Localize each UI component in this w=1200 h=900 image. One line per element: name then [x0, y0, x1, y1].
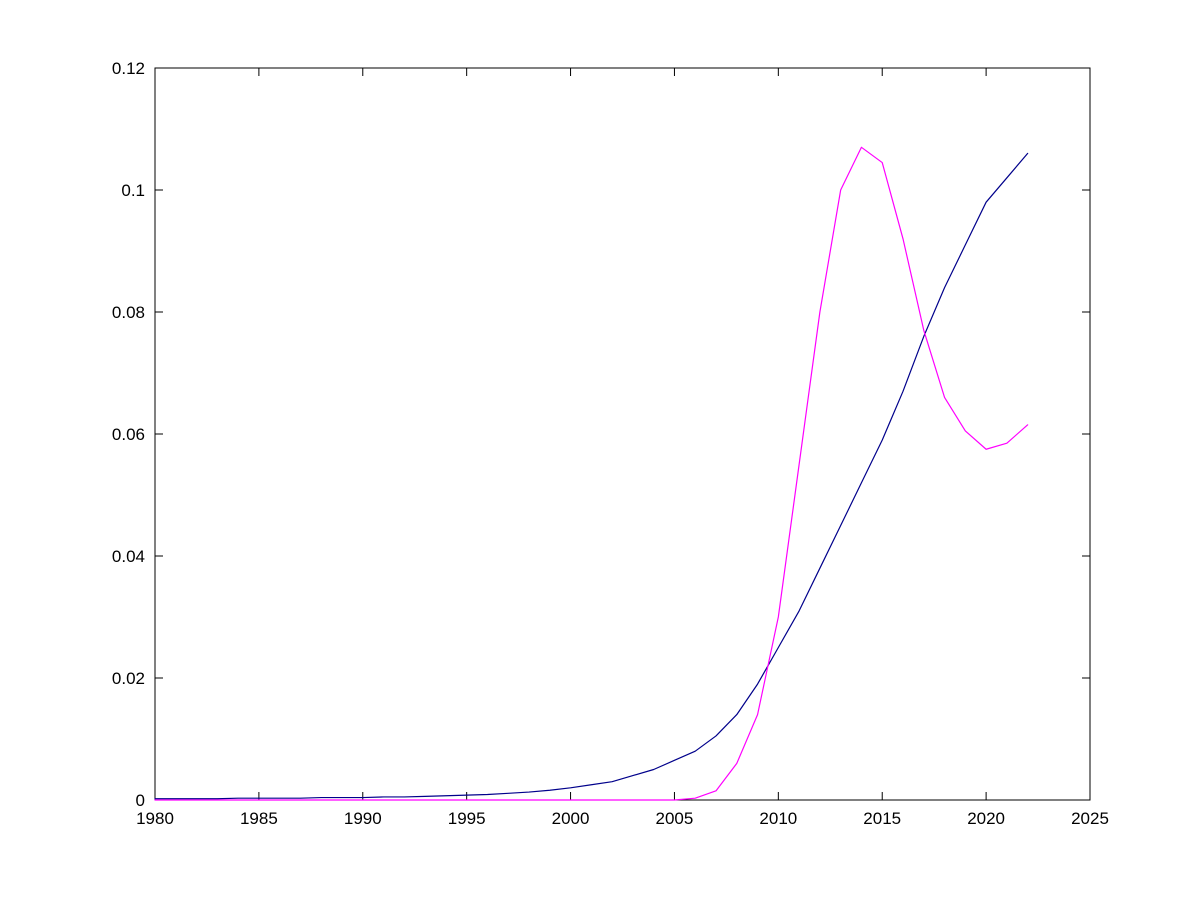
y-tick-label: 0.04	[112, 547, 145, 566]
y-tick-label: 0.12	[112, 59, 145, 78]
y-tick-label: 0.1	[121, 181, 145, 200]
x-tick-label: 2025	[1071, 809, 1109, 828]
x-tick-label: 2015	[863, 809, 901, 828]
dark-blue-line	[154, 152, 1029, 800]
x-tick-label: 2010	[759, 809, 797, 828]
x-tick-label: 2005	[656, 809, 694, 828]
axes-box	[154, 67, 1091, 801]
x-tick-label: 2020	[967, 809, 1005, 828]
x-tick-label: 2000	[552, 809, 590, 828]
x-tick-label: 1990	[344, 809, 382, 828]
y-tick-label: 0.06	[112, 425, 145, 444]
y-tick-label: 0	[136, 791, 145, 810]
x-tick-label: 1985	[240, 809, 278, 828]
y-tick-label: 0.02	[112, 669, 145, 688]
magenta-line	[154, 146, 1029, 801]
y-tick-label: 0.08	[112, 303, 145, 322]
x-tick-label: 1995	[448, 809, 486, 828]
x-tick-label: 1980	[136, 809, 174, 828]
